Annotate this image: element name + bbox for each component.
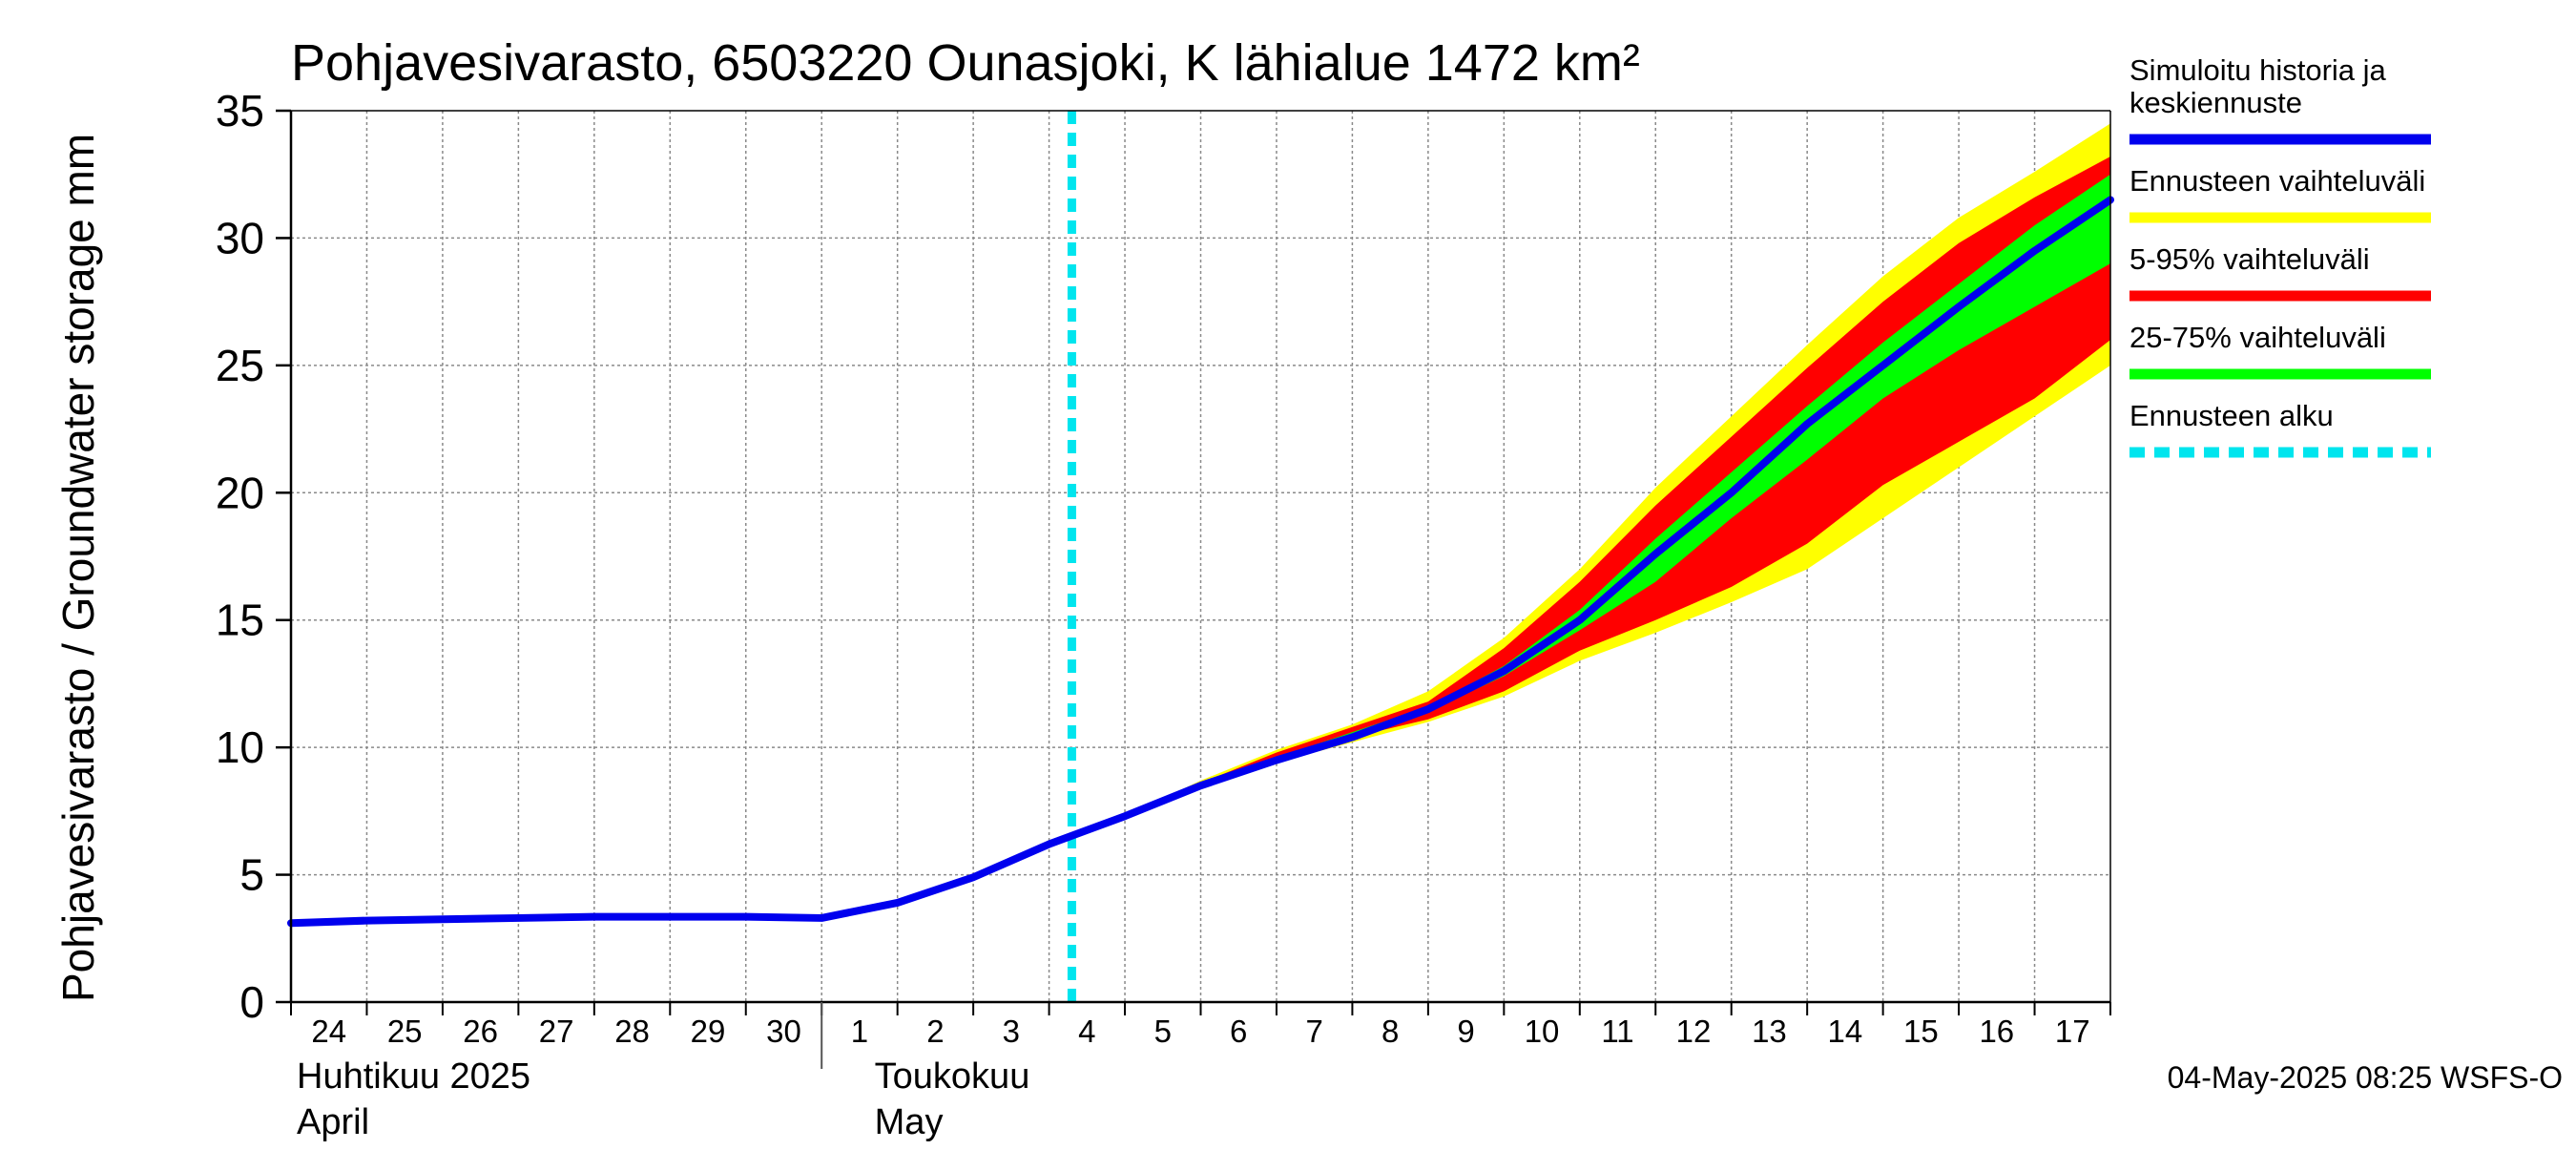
legend-item: Ennusteen alku — [2129, 399, 2431, 458]
line-layer — [287, 111, 2114, 1002]
x-tick-label: 28 — [614, 1014, 650, 1049]
x-tick-label: 25 — [387, 1014, 423, 1049]
series-line-keskiennuste — [287, 196, 2114, 928]
y-tick-label: 5 — [239, 850, 264, 900]
x-tick-label: 16 — [1979, 1014, 2014, 1049]
x-tick-label: 13 — [1752, 1014, 1787, 1049]
x-tick-label: 24 — [311, 1014, 346, 1049]
legend-label: Ennusteen vaihteluväli — [2129, 164, 2425, 198]
legend-item: 25-75% vaihteluväli — [2129, 321, 2431, 380]
x-tick-label: 12 — [1676, 1014, 1712, 1049]
x-tick-label: 4 — [1078, 1014, 1095, 1049]
band-ennusteen-vaihteluvali — [1071, 123, 2110, 840]
x-tick-label: 14 — [1828, 1014, 1863, 1049]
y-tick-label: 0 — [239, 977, 264, 1027]
x-tick-label: 15 — [1903, 1014, 1939, 1049]
y-tick-label: 10 — [216, 722, 264, 772]
timestamp-label: 04-May-2025 08:25 WSFS-O — [2168, 1060, 2563, 1095]
month-label-primary: Huhtikuu 2025 — [297, 1056, 530, 1097]
x-tick-label: 27 — [539, 1014, 574, 1049]
x-tick-label: 1 — [851, 1014, 868, 1049]
band-5-95 — [1071, 157, 2110, 840]
legend-label: 5-95% vaihteluväli — [2129, 242, 2370, 276]
x-tick-label: 11 — [1601, 1014, 1633, 1049]
legend-label: Ennusteen alku — [2129, 399, 2334, 432]
y-axis-label: Pohjavesivarasto / Groundwater storage m… — [53, 134, 103, 1002]
y-tick-label: 20 — [216, 468, 264, 517]
x-tick-label: 9 — [1457, 1014, 1474, 1049]
legend-item: 5-95% vaihteluväli — [2129, 242, 2431, 302]
x-tick-label: 8 — [1381, 1014, 1399, 1049]
month-label-primary: Toukokuu — [875, 1056, 1030, 1097]
legend-item: Ennusteen vaihteluväli — [2129, 164, 2431, 223]
y-tick-label: 30 — [216, 213, 264, 262]
legend-label: Simuloitu historia ja — [2129, 53, 2387, 87]
x-tick-label: 26 — [463, 1014, 498, 1049]
x-tick-label: 17 — [2055, 1014, 2090, 1049]
grid-layer — [291, 111, 2110, 1002]
month-label-secondary: April — [297, 1102, 369, 1142]
y-tick-label: 35 — [216, 86, 264, 136]
y-tick-label: 25 — [216, 341, 264, 390]
band-layer — [1071, 123, 2110, 840]
x-tick-label: 2 — [926, 1014, 944, 1049]
axis-layer — [276, 109, 2111, 1069]
x-tick-label: 30 — [766, 1014, 801, 1049]
x-tick-label: 29 — [691, 1014, 726, 1049]
chart-title: Pohjavesivarasto, 6503220 Ounasjoki, K l… — [291, 34, 1640, 92]
text-layer: Pohjavesivarasto, 6503220 Ounasjoki, K l… — [53, 34, 2563, 1142]
legend-label: 25-75% vaihteluväli — [2129, 321, 2386, 354]
x-tick-label: 6 — [1230, 1014, 1247, 1049]
x-tick-label: 7 — [1306, 1014, 1323, 1049]
x-tick-label: 3 — [1003, 1014, 1020, 1049]
x-tick-label: 5 — [1154, 1014, 1172, 1049]
month-label-secondary: May — [875, 1102, 944, 1142]
x-tick-label: 10 — [1525, 1014, 1560, 1049]
legend-label: keskiennuste — [2129, 86, 2302, 119]
y-tick-label: 15 — [216, 596, 264, 645]
